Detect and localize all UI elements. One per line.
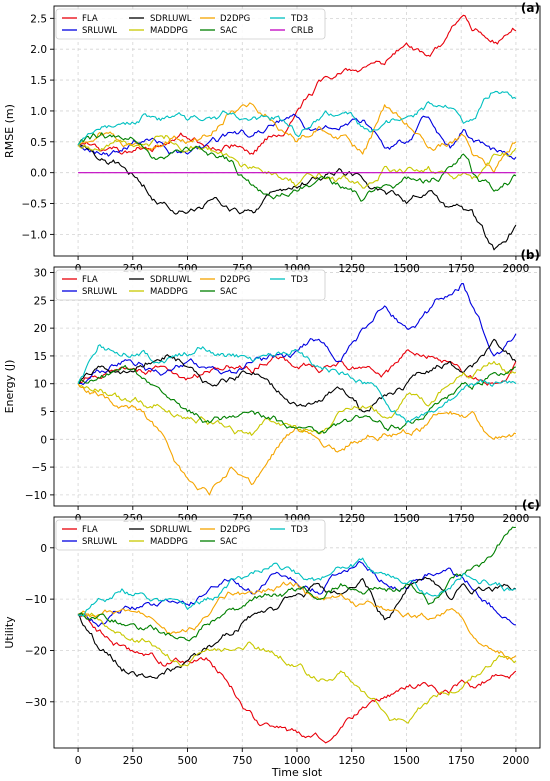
y-tick-label: −0.5: [22, 199, 48, 211]
series-line-sac: [77, 132, 517, 202]
energy-panel: 0 250 500 750 1000 1250 1500 1750 2000−10−505101…: [3, 248, 541, 525]
series-line-fla: [77, 614, 517, 744]
legend-label-td3: TD3: [290, 275, 308, 285]
utility-panel: 0 250 500 750 1000 1250 1500 1750 2000 −30 −20 −10 0…: [3, 498, 541, 767]
y-axis-title: Energy (J): [3, 360, 16, 414]
legend-label-srluwl: SRLUWL: [82, 287, 117, 297]
series-group: [77, 283, 517, 496]
legend-label-sdrluwl: SDRLUWL: [150, 14, 192, 24]
legend-box: [55, 8, 326, 40]
legend-label-srluwl: SRLUWL: [82, 26, 117, 36]
legend-label-sac: SAC: [220, 287, 237, 297]
series-line-srluwl: [77, 113, 517, 160]
x-tick-label: 250: [123, 755, 143, 767]
series-line-sdrluwl: [77, 143, 517, 251]
x-tick-label: 750: [232, 755, 252, 767]
y-tick-label: 20: [34, 323, 47, 335]
legend: FLA SRLUWL SDRLUWL MADDPG D2DPG SAC TD3: [55, 519, 326, 551]
series-line-maddpg: [77, 612, 517, 724]
x-tick-label: 2000: [503, 755, 530, 767]
rmse-panel: 0 250 500 750 1000 1250 1500 1750 2000−1.0−0.50.…: [3, 1, 541, 275]
x-tick-label: 1750: [448, 755, 475, 767]
y-tick-label: −30: [25, 697, 47, 709]
y-tick-label: 2.0: [30, 44, 47, 56]
legend-label-fla: FLA: [82, 525, 98, 535]
legend-label-fla: FLA: [82, 275, 98, 285]
x-tick-label: 500: [178, 755, 198, 767]
y-tick-label: −10: [25, 490, 47, 502]
y-tick-label: 25: [34, 295, 47, 307]
y-tick-label: 1.0: [30, 106, 47, 118]
series-line-td3: [77, 557, 516, 617]
y-axis-title: Utility: [3, 616, 16, 649]
y-tick-label: 0.0: [30, 168, 47, 180]
legend: FLA SRLUWL SDRLUWL MADDPG D2DPG SAC TD3 CRLB: [55, 8, 326, 40]
x-axis-title: Time slot: [271, 766, 323, 779]
x-tick-label: 1000: [284, 755, 311, 767]
y-tick-label: 10: [34, 379, 47, 391]
legend-label-d2dpg: D2DPG: [220, 525, 250, 535]
legend-box: [55, 519, 326, 551]
series-line-d2dpg: [77, 581, 517, 660]
y-tick-label: 1.5: [30, 75, 47, 87]
series-line-maddpg: [77, 135, 517, 189]
y-tick-label: −10: [25, 594, 47, 606]
series-line-sac: [77, 364, 516, 435]
series-line-sdrluwl: [77, 576, 517, 679]
legend-label-td3: TD3: [290, 525, 308, 535]
y-tick-label: 0: [40, 543, 47, 555]
panel-label: (c): [522, 498, 540, 512]
y-tick-label: 2.5: [30, 13, 47, 25]
legend-label-sdrluwl: SDRLUWL: [150, 275, 192, 285]
x-tick-label: 0: [75, 755, 82, 767]
y-tick-label: 0: [40, 434, 47, 446]
series-line-td3: [77, 90, 517, 146]
y-axis-title: RMSE (m): [3, 104, 16, 158]
series-line-sdrluwl: [77, 338, 517, 413]
legend-label-sac: SAC: [220, 26, 237, 36]
legend-label-td3: TD3: [290, 14, 308, 24]
legend-label-sac: SAC: [220, 537, 237, 547]
x-tick-label: 1250: [338, 755, 365, 767]
y-tick-label: 5: [40, 407, 47, 419]
legend-label-srluwl: SRLUWL: [82, 537, 117, 547]
legend-label-d2dpg: D2DPG: [220, 14, 250, 24]
series-line-d2dpg: [77, 102, 517, 174]
plot-frame: [53, 266, 541, 507]
legend-label-maddpg: MADDPG: [150, 26, 188, 36]
y-tick-label: 15: [34, 351, 47, 363]
y-tick-label: −20: [25, 645, 47, 657]
panel-label: (a): [521, 1, 540, 15]
legend-label-fla: FLA: [82, 14, 98, 24]
legend-label-maddpg: MADDPG: [150, 287, 188, 297]
legend-label-sdrluwl: SDRLUWL: [150, 525, 192, 535]
panel-label: (b): [520, 248, 540, 262]
series-line-td3: [77, 344, 517, 424]
y-tick-label: −1.0: [22, 229, 48, 241]
series-line-fla: [77, 14, 517, 155]
y-tick-label: −5: [32, 462, 47, 474]
legend-label-d2dpg: D2DPG: [220, 275, 250, 285]
y-tick-label: 30: [34, 268, 47, 280]
legend-label-crlb: CRLB: [291, 26, 314, 36]
legend-box: [55, 269, 326, 301]
series-group: [77, 14, 517, 251]
series-line-fla: [77, 349, 517, 386]
x-tick-label: 1500: [393, 755, 420, 767]
series-group: [77, 526, 517, 744]
legend: FLA SRLUWL SDRLUWL MADDPG D2DPG SAC TD3: [55, 269, 326, 301]
legend-label-maddpg: MADDPG: [150, 537, 188, 547]
y-tick-label: 0.5: [30, 137, 47, 149]
